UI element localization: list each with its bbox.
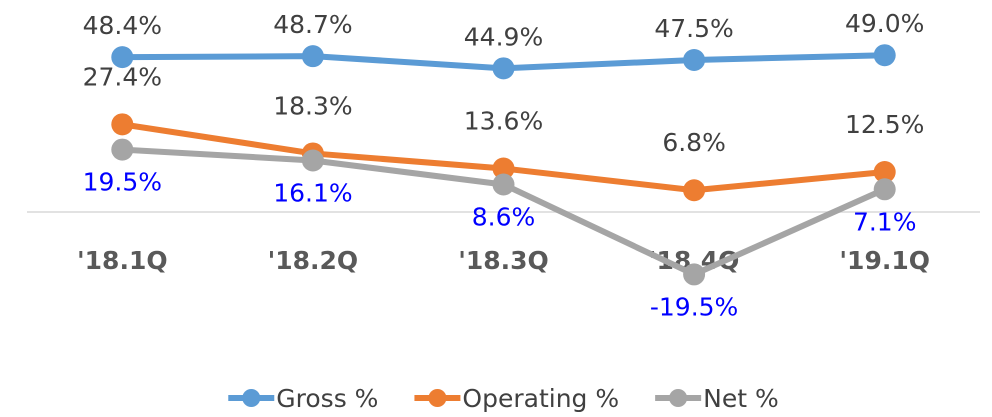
point bbox=[111, 138, 134, 161]
data-label: 8.6% bbox=[472, 202, 536, 231]
legend-item: Operating % bbox=[414, 384, 619, 413]
point bbox=[492, 157, 515, 180]
legend: Gross % Operating % Net % bbox=[228, 384, 779, 413]
legend-marker bbox=[669, 389, 688, 407]
point bbox=[111, 46, 134, 69]
legend-label: Gross % bbox=[276, 384, 378, 413]
point bbox=[683, 49, 706, 71]
point bbox=[492, 57, 515, 80]
legend-item: Gross % bbox=[228, 384, 378, 413]
legend-marker bbox=[428, 389, 447, 407]
data-label: 49.0% bbox=[845, 9, 924, 38]
data-label: 18.3% bbox=[273, 91, 352, 120]
data-label: 12.5% bbox=[845, 110, 924, 139]
point bbox=[873, 178, 896, 201]
data-label: 48.7% bbox=[273, 10, 352, 39]
data-label: 19.5% bbox=[83, 168, 162, 197]
point bbox=[873, 161, 896, 183]
legend-label: Operating % bbox=[462, 384, 619, 413]
legend-label: Net % bbox=[703, 384, 779, 413]
point bbox=[683, 179, 706, 202]
x-tick-label: '18.2Q bbox=[268, 246, 359, 275]
point bbox=[683, 263, 706, 286]
x-tick-label: '19.1Q bbox=[839, 246, 930, 275]
legend-item: Net % bbox=[655, 384, 779, 413]
point bbox=[873, 44, 896, 67]
point bbox=[111, 113, 134, 136]
point bbox=[301, 45, 324, 68]
data-label: 44.9% bbox=[464, 22, 543, 51]
point bbox=[301, 149, 324, 172]
data-label: -19.5% bbox=[650, 292, 738, 321]
point bbox=[492, 173, 515, 196]
data-label: 27.4% bbox=[83, 62, 162, 91]
legend-marker bbox=[242, 389, 261, 407]
data-label: 7.1% bbox=[853, 207, 917, 236]
x-tick-label: '18.3Q bbox=[458, 246, 549, 275]
data-label: 47.5% bbox=[654, 14, 733, 43]
x-tick-label: '18.1Q bbox=[77, 246, 168, 275]
data-label: 6.8% bbox=[662, 128, 726, 157]
data-label: 13.6% bbox=[464, 106, 543, 135]
data-label: 48.4% bbox=[83, 11, 162, 40]
data-label: 16.1% bbox=[273, 178, 352, 207]
